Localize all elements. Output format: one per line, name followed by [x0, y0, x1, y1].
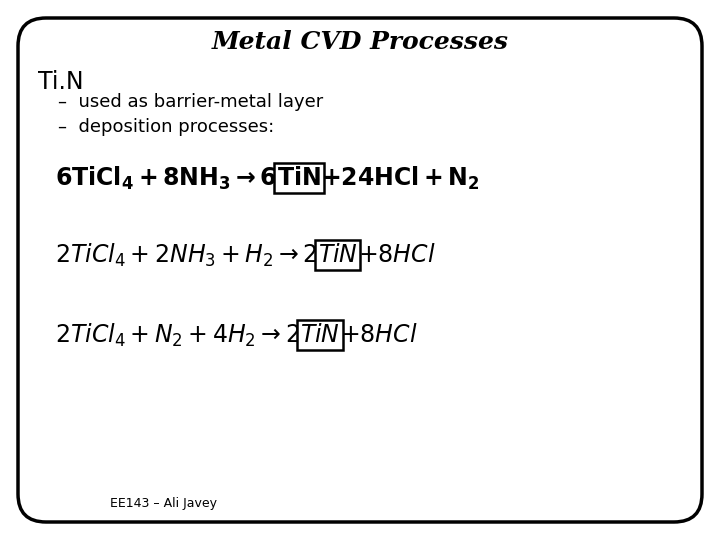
Text: $+8HCl$: $+8HCl$: [358, 243, 435, 267]
Text: –  deposition processes:: – deposition processes:: [58, 118, 274, 136]
Text: EE143 – Ali Javey: EE143 – Ali Javey: [110, 497, 217, 510]
FancyBboxPatch shape: [18, 18, 702, 522]
Text: –  used as barrier-metal layer: – used as barrier-metal layer: [58, 93, 323, 111]
Text: $\mathbf{TiN}$: $\mathbf{TiN}$: [277, 166, 321, 190]
Text: $TiN$: $TiN$: [318, 243, 358, 267]
Text: $\mathbf{6TiCl_4+8NH_3\rightarrow 6}$: $\mathbf{6TiCl_4+8NH_3\rightarrow 6}$: [55, 164, 277, 192]
Text: $2TiCl_4+2NH_3+H_2\rightarrow 2$: $2TiCl_4+2NH_3+H_2\rightarrow 2$: [55, 241, 318, 268]
Text: $TiN$: $TiN$: [300, 323, 340, 347]
Text: $\mathbf{6TiCl_4+8NH_3\rightarrow 6TiN}$: $\mathbf{6TiCl_4+8NH_3\rightarrow 6TiN}$: [55, 164, 320, 192]
Text: Metal CVD Processes: Metal CVD Processes: [212, 30, 508, 54]
Text: $2TiCl_4+N_2+4H_2\rightarrow 2$: $2TiCl_4+N_2+4H_2\rightarrow 2$: [55, 321, 300, 349]
Text: Ti.N: Ti.N: [38, 70, 84, 94]
Text: $\mathbf{+24HCl+N_2}$: $\mathbf{+24HCl+N_2}$: [321, 164, 480, 192]
Text: $+8HCl$: $+8HCl$: [340, 323, 418, 347]
